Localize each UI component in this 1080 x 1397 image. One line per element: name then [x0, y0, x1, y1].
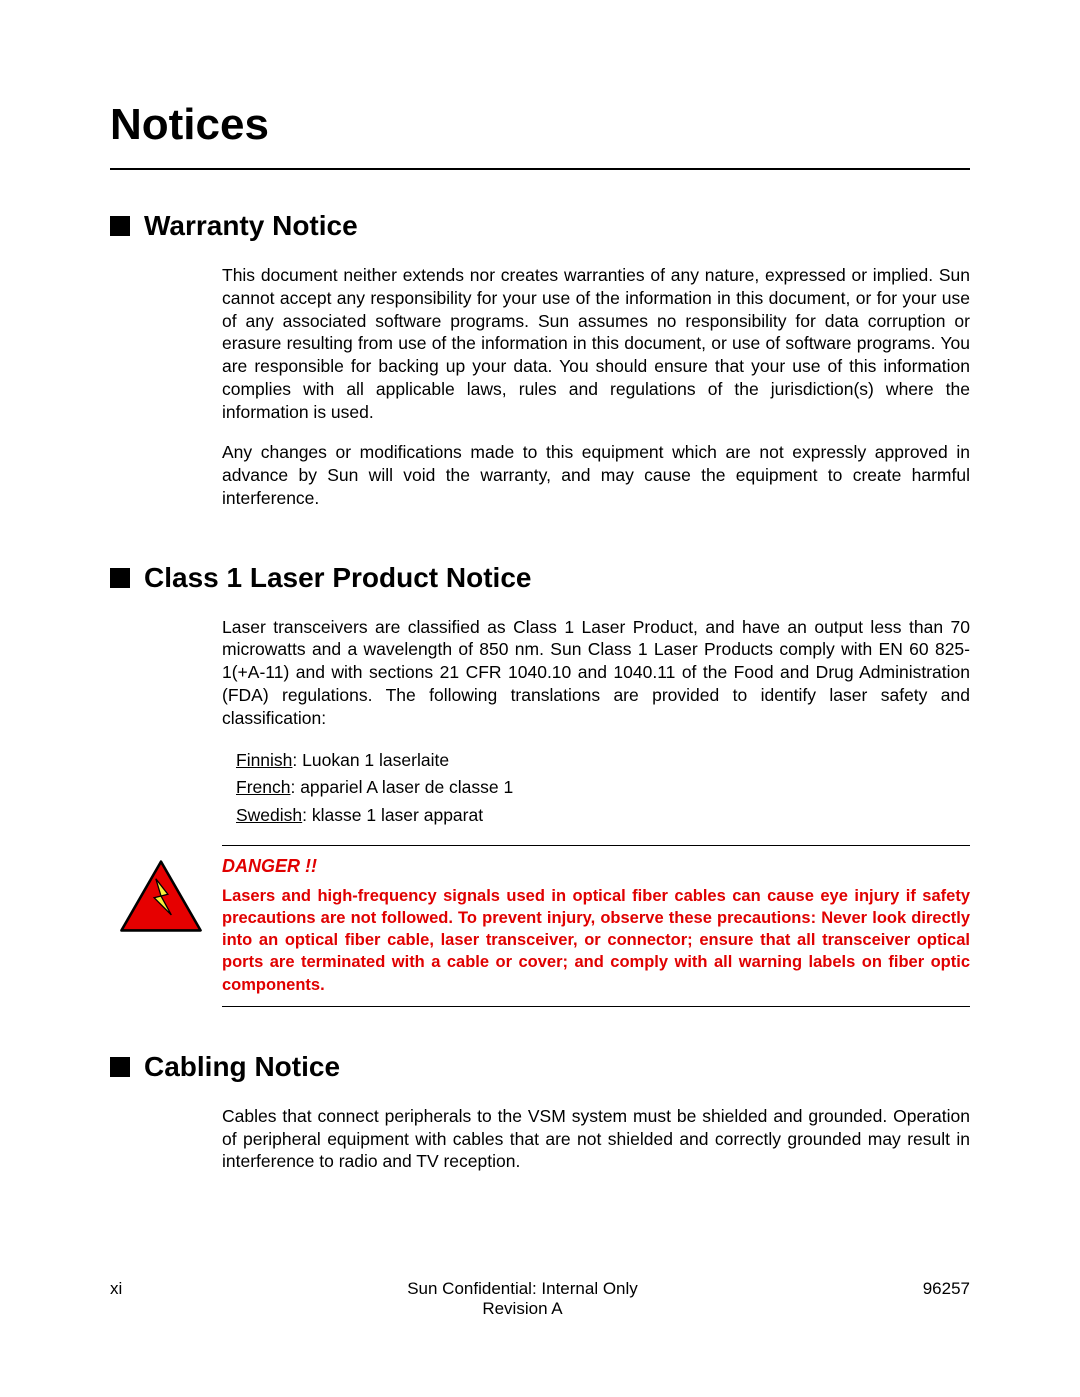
danger-body: Lasers and high-frequency signals used i…: [222, 885, 970, 996]
warranty-body: This document neither extends nor create…: [222, 264, 970, 510]
danger-bottom-rule: [222, 1006, 970, 1007]
warranty-p1: This document neither extends nor create…: [222, 264, 970, 423]
page-content: Notices Warranty Notice This document ne…: [0, 0, 1080, 1173]
section-heading-laser: Class 1 Laser Product Notice: [110, 562, 970, 594]
danger-title: DANGER !!: [222, 856, 970, 877]
footer-center: Sun Confidential: Internal Only Revision…: [122, 1279, 922, 1319]
laser-heading: Class 1 Laser Product Notice: [144, 562, 531, 594]
translation-row: Swedish: klasse 1 laser apparat: [236, 802, 970, 829]
page-footer: xi Sun Confidential: Internal Only Revis…: [110, 1279, 970, 1319]
laser-p1: Laser transceivers are classified as Cla…: [222, 616, 970, 730]
translation-lang: French: [236, 777, 290, 797]
footer-revision: Revision A: [122, 1299, 922, 1319]
translation-row: French: appariel A laser de classe 1: [236, 774, 970, 801]
section-heading-warranty: Warranty Notice: [110, 210, 970, 242]
danger-text-block: DANGER !! Lasers and high-frequency sign…: [222, 856, 970, 996]
danger-triangle-icon: [118, 856, 210, 939]
translation-row: Finnish: Luokan 1 laserlaite: [236, 747, 970, 774]
warranty-p2: Any changes or modifications made to thi…: [222, 441, 970, 509]
section-heading-cabling: Cabling Notice: [110, 1051, 970, 1083]
warranty-heading: Warranty Notice: [144, 210, 358, 242]
danger-block: DANGER !! Lasers and high-frequency sign…: [222, 856, 970, 996]
danger-top-rule: [222, 845, 970, 846]
cabling-p1: Cables that connect peripherals to the V…: [222, 1105, 970, 1173]
laser-translations: Finnish: Luokan 1 laserlaite French: app…: [236, 747, 970, 828]
page-title: Notices: [110, 100, 970, 150]
cabling-body: Cables that connect peripherals to the V…: [222, 1105, 970, 1173]
translation-lang: Finnish: [236, 750, 292, 770]
laser-body: Laser transceivers are classified as Cla…: [222, 616, 970, 846]
translation-text: : klasse 1 laser apparat: [302, 805, 483, 825]
title-rule: [110, 168, 970, 170]
translation-text: : Luokan 1 laserlaite: [292, 750, 449, 770]
translation-text: : appariel A laser de classe 1: [290, 777, 513, 797]
bullet-square-icon: [110, 568, 130, 588]
bullet-square-icon: [110, 1057, 130, 1077]
translation-lang: Swedish: [236, 805, 302, 825]
bullet-square-icon: [110, 216, 130, 236]
footer-page-number: xi: [110, 1279, 122, 1299]
cabling-heading: Cabling Notice: [144, 1051, 340, 1083]
danger-bottom-rule-wrap: [222, 1006, 970, 1007]
footer-doc-number: 96257: [923, 1279, 970, 1299]
footer-confidential: Sun Confidential: Internal Only: [122, 1279, 922, 1299]
